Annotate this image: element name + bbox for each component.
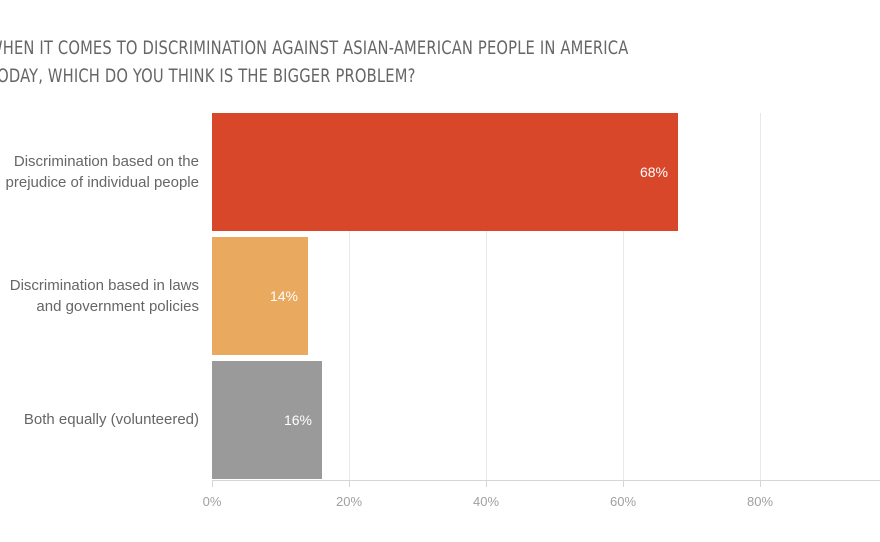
- category-label-line: Discrimination based in laws: [9, 277, 199, 294]
- gridline-60: [623, 113, 624, 480]
- x-tick-label-40: 40%: [472, 494, 500, 509]
- bar-both-equally[interactable]: 16%: [212, 361, 322, 479]
- category-label-line: Discrimination based on the: [13, 153, 199, 170]
- x-axis-tick: [212, 480, 213, 487]
- x-tick-label-20: 20%: [335, 494, 363, 509]
- bar-value-label: 68%: [639, 164, 668, 180]
- gridline-40: [486, 113, 487, 480]
- category-label-both-equally: Both equally (volunteered): [24, 409, 199, 430]
- category-label-line: and government policies: [36, 298, 199, 315]
- x-axis-tick: [623, 480, 624, 487]
- x-tick-label-60: 60%: [609, 494, 637, 509]
- bar-laws-policies[interactable]: 14%: [212, 237, 308, 355]
- chart-title-line-2: TODAY, WHICH DO YOU THINK IS THE BIGGER …: [0, 65, 416, 87]
- plot-area: [212, 113, 880, 480]
- x-axis-line: [212, 480, 880, 481]
- x-axis-tick: [760, 480, 761, 487]
- x-tick-label-80: 80%: [746, 494, 774, 509]
- bar-value-label: 14%: [269, 288, 298, 304]
- chart-title-line-1: WHEN IT COMES TO DISCRIMINATION AGAINST …: [0, 37, 629, 59]
- category-label-line: Both equally (volunteered): [23, 411, 199, 428]
- bar-individual-prejudice[interactable]: 68%: [212, 113, 678, 231]
- gridline-20: [349, 113, 350, 480]
- category-label-laws-policies: Discrimination based in laws and governm…: [10, 275, 199, 317]
- bar-value-label: 16%: [283, 412, 312, 428]
- x-axis-tick: [349, 480, 350, 487]
- chart-title: WHEN IT COMES TO DISCRIMINATION AGAINST …: [0, 34, 779, 90]
- x-axis-tick: [486, 480, 487, 487]
- x-tick-label-0: 0%: [202, 494, 222, 509]
- gridline-80: [760, 113, 761, 480]
- category-label-line: prejudice of individual people: [5, 174, 199, 191]
- category-label-individual-prejudice: Discrimination based on the prejudice of…: [6, 151, 199, 193]
